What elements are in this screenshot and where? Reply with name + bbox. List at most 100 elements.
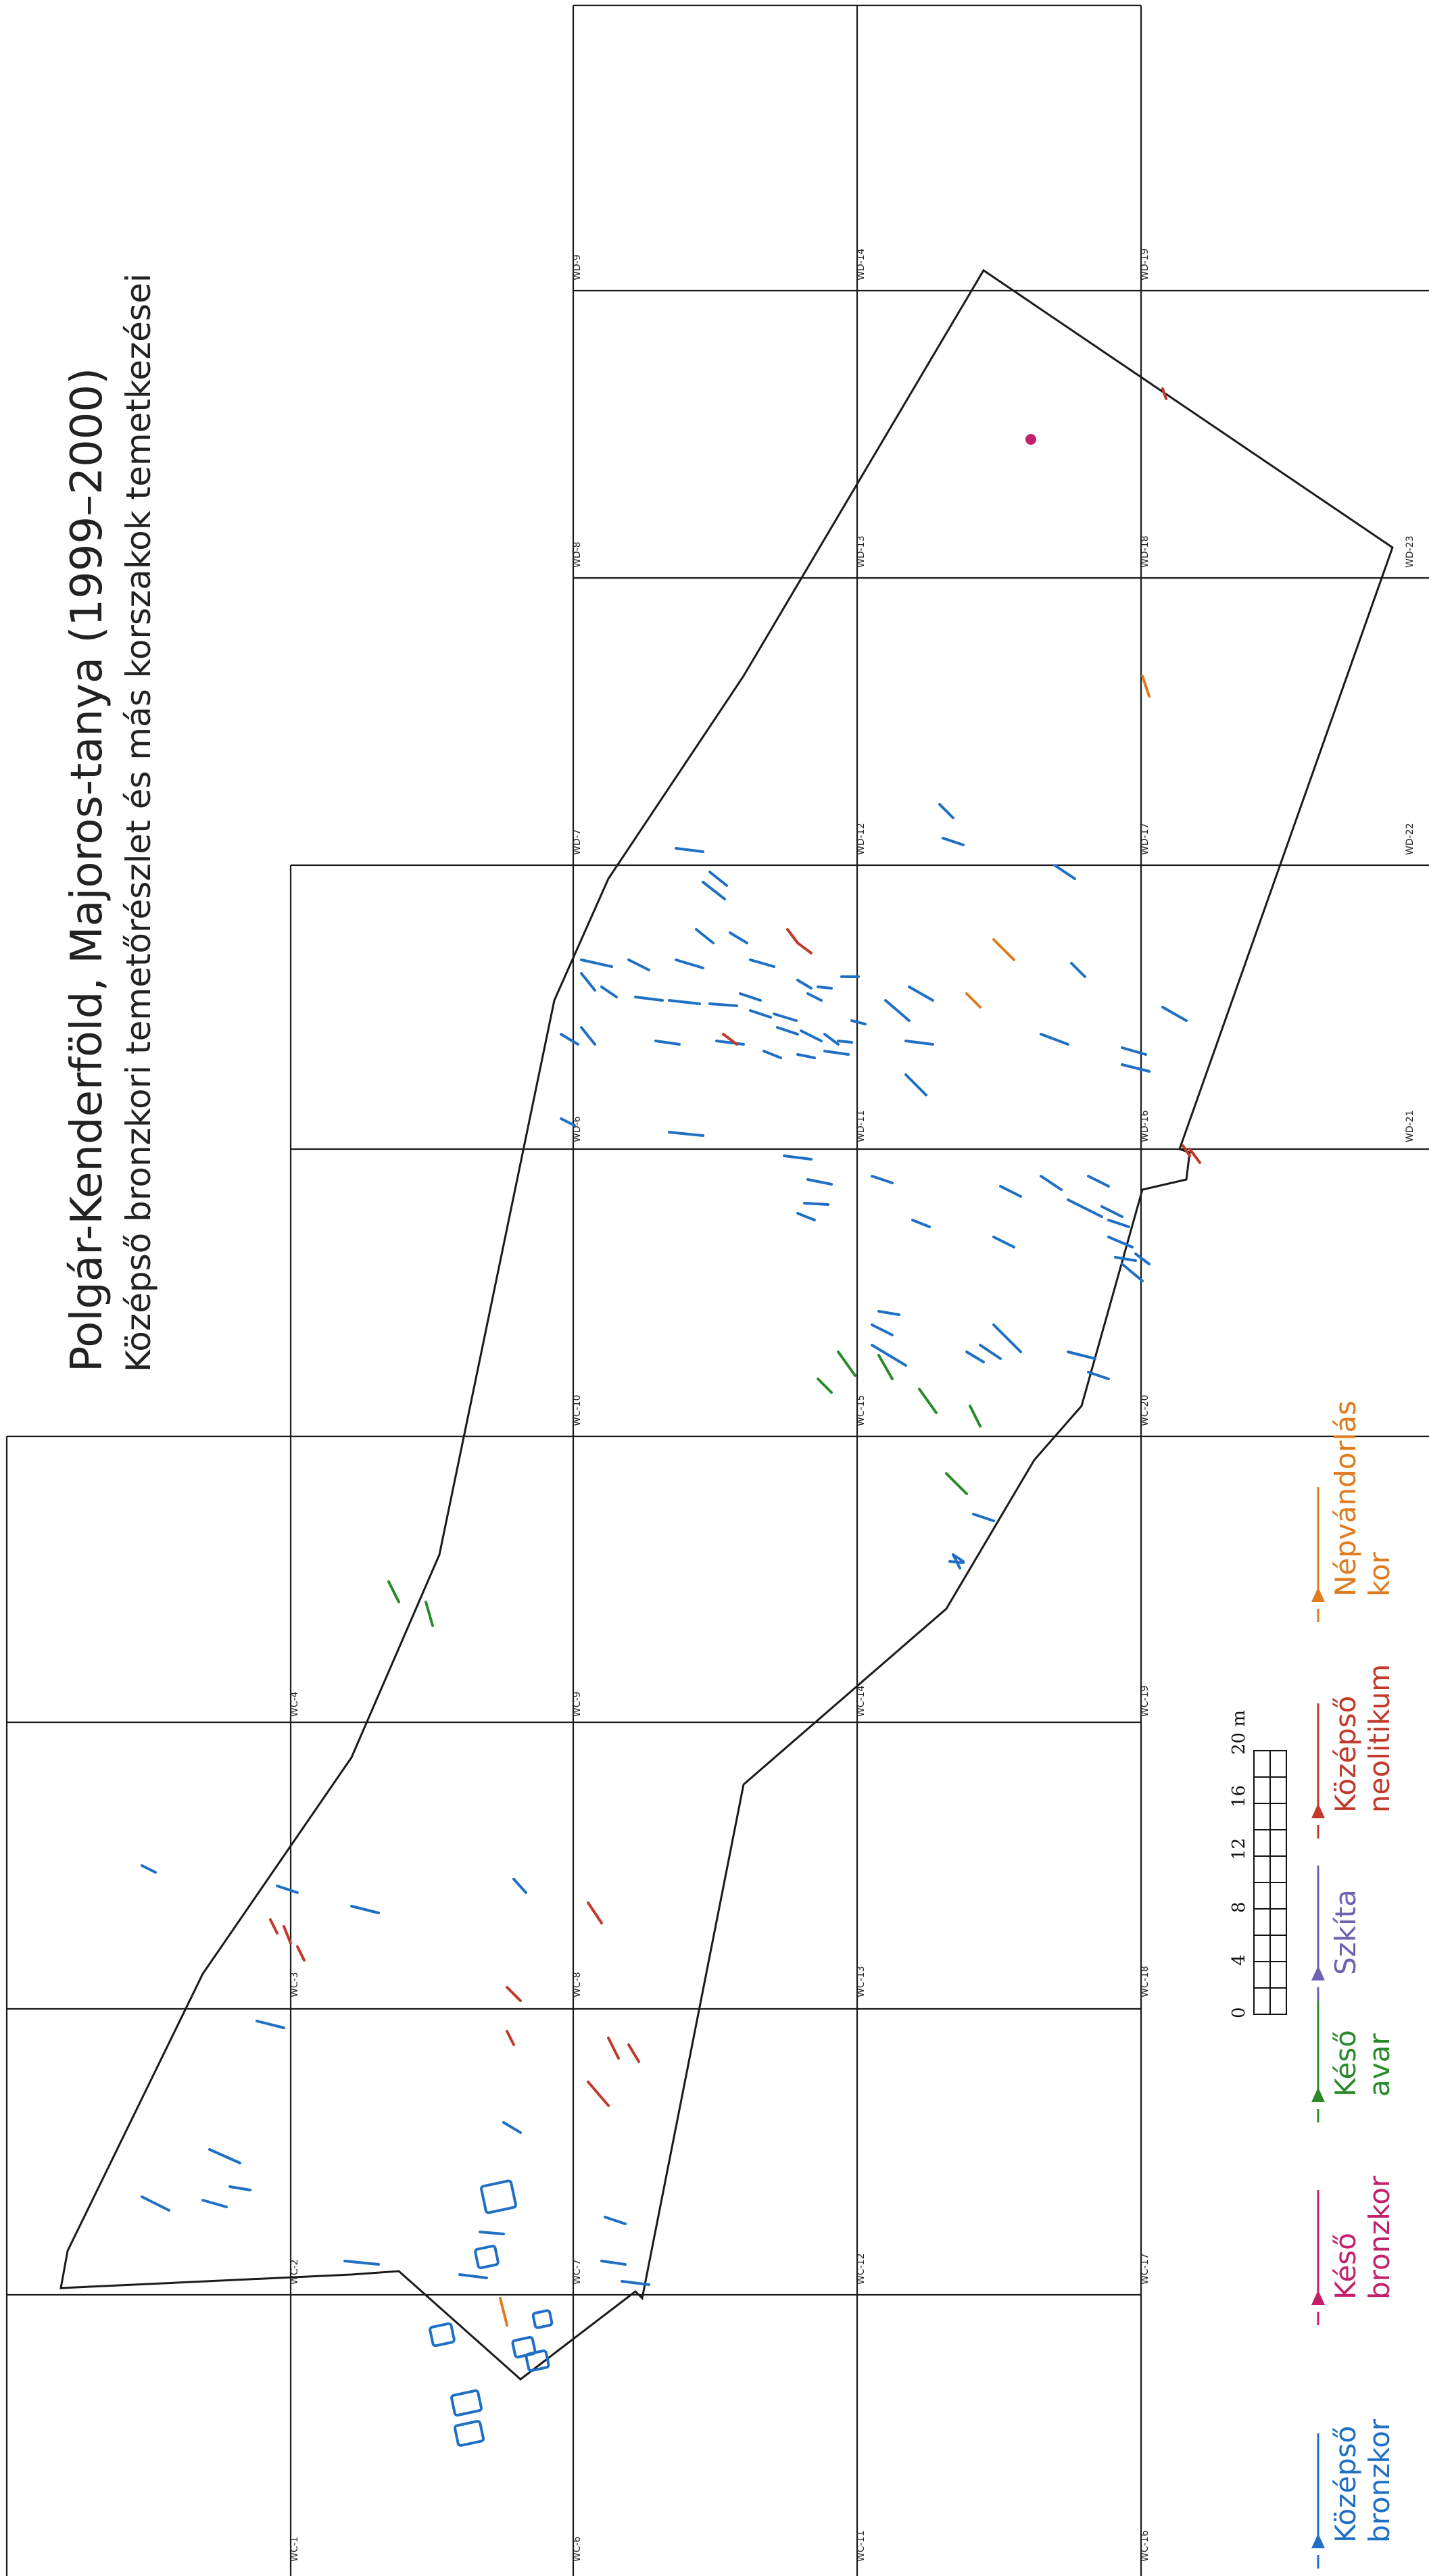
grave-marker xyxy=(580,958,613,968)
grave-marker xyxy=(871,1175,894,1184)
grave-marker xyxy=(560,1033,579,1046)
grave-marker xyxy=(580,972,596,992)
grave-marker xyxy=(806,992,823,1002)
grave-marker xyxy=(1121,1063,1151,1073)
grid-label: WD-19 xyxy=(1140,249,1151,281)
grid-label: WD-7 xyxy=(572,829,583,855)
grave-marker xyxy=(908,986,934,1002)
grave-marker xyxy=(803,1202,829,1206)
grave-marker xyxy=(587,2081,610,2107)
legend-label: bronzkor xyxy=(1363,2419,1396,2543)
grave-marker xyxy=(1134,1253,1151,1265)
grave-marker xyxy=(1188,1148,1201,1164)
grave-marker xyxy=(850,1019,867,1025)
legend-label: Szkíta xyxy=(1329,1889,1362,1975)
grave-pit xyxy=(474,2244,500,2270)
grave-marker xyxy=(823,1050,850,1056)
grave-marker xyxy=(945,1472,968,1495)
grid-label: WC-1 xyxy=(289,2536,300,2562)
grave-marker xyxy=(837,1351,856,1377)
grave-marker xyxy=(823,1033,840,1046)
grave-marker xyxy=(722,1033,738,1046)
grid-label: WD-6 xyxy=(572,1116,583,1142)
grid-label: WD-12 xyxy=(856,823,867,856)
grid-label: WC-20 xyxy=(1140,1395,1151,1426)
grid-label: WD-23 xyxy=(1405,536,1415,568)
grave-marker xyxy=(668,999,701,1005)
grave-marker xyxy=(702,881,726,900)
grave-marker xyxy=(634,996,664,1002)
grave-marker xyxy=(884,999,911,1022)
grave-marker xyxy=(904,1040,934,1046)
grave-marker xyxy=(938,803,954,819)
scale-tick-label: 0 xyxy=(1229,2007,1249,2018)
grave-marker xyxy=(654,1040,681,1046)
legend-item-nepvandorlas_kor: Népvándorlás kor xyxy=(1311,1401,1396,1622)
grave-pit xyxy=(525,2349,550,2373)
scale-tick-label: 16 xyxy=(1229,1785,1249,1807)
grid-label: WC-7 xyxy=(572,2259,583,2285)
grave-marker xyxy=(228,2185,251,2191)
grave-marker xyxy=(877,1310,900,1316)
grave-marker xyxy=(208,2148,241,2164)
grave-marker-dot xyxy=(1025,434,1036,445)
grave-marker xyxy=(1100,1205,1123,1218)
grave-marker xyxy=(1053,864,1076,880)
grave-marker xyxy=(817,1378,833,1394)
grave-marker xyxy=(749,958,775,968)
grave-pit xyxy=(531,2309,554,2329)
grave-marker xyxy=(1114,1256,1137,1262)
grid-label: WC-17 xyxy=(1140,2254,1151,2285)
grave-marker xyxy=(972,1513,995,1522)
grid-label: WC-6 xyxy=(572,2536,583,2562)
grave-marker xyxy=(749,1009,772,1019)
grave-marker xyxy=(871,1323,894,1336)
grave-marker xyxy=(343,2260,380,2266)
grid-label: WD-11 xyxy=(856,1111,867,1143)
grave-marker xyxy=(992,1323,1022,1353)
grave-marker xyxy=(621,2280,650,2286)
grid-label: WC-8 xyxy=(572,1972,583,1997)
grave-marker xyxy=(276,1885,299,1894)
excavation-boundary xyxy=(59,268,1394,2381)
grid-label: WC-2 xyxy=(289,2259,300,2285)
grid-label: WC-16 xyxy=(1140,2530,1151,2562)
legend-label: bronzkor xyxy=(1363,2175,1396,2300)
scale-tick-label: 8 xyxy=(1229,1901,1249,1913)
grave-marker xyxy=(796,942,813,954)
grave-marker xyxy=(560,1117,576,1127)
grave-marker xyxy=(499,2297,508,2327)
grave-marker xyxy=(783,1155,813,1161)
grave-pit xyxy=(480,2179,517,2214)
grid-label: WC-19 xyxy=(1140,1686,1151,1717)
legend-label: Középső xyxy=(1329,2426,1362,2543)
grave-marker xyxy=(999,1185,1022,1198)
grave-marker xyxy=(1121,1046,1147,1056)
grave-marker xyxy=(1141,675,1151,698)
grave-marker xyxy=(607,2037,620,2060)
legend-item-kozepso_neolitikum: Középső neolitikum xyxy=(1311,1664,1396,1839)
grave-marker xyxy=(904,1073,927,1096)
grave-marker xyxy=(992,1236,1015,1248)
grave-pit xyxy=(450,2389,483,2417)
legend-label: neolitikum xyxy=(1363,1664,1396,1813)
grave-marker xyxy=(871,1344,907,1367)
grave-marker xyxy=(141,1864,157,1874)
grave-marker xyxy=(1161,387,1167,400)
grave-marker xyxy=(786,928,799,944)
grave-marker xyxy=(675,847,704,853)
grave-marker xyxy=(992,938,1015,961)
grid-label: WD-16 xyxy=(1140,1110,1151,1142)
scale-tick-label: 12 xyxy=(1229,1838,1249,1860)
grave-marker xyxy=(796,979,813,990)
grave-marker xyxy=(969,1405,982,1428)
grave-marker xyxy=(1087,1371,1110,1380)
grave-marker xyxy=(1087,1175,1110,1188)
grave-marker xyxy=(580,1026,596,1046)
grid-label: WC-3 xyxy=(289,1972,300,1997)
grave-marker xyxy=(695,928,714,944)
grave-pit xyxy=(429,2322,456,2348)
grid-label: WC-18 xyxy=(1140,1966,1151,1997)
grave-markers xyxy=(141,387,1201,2447)
